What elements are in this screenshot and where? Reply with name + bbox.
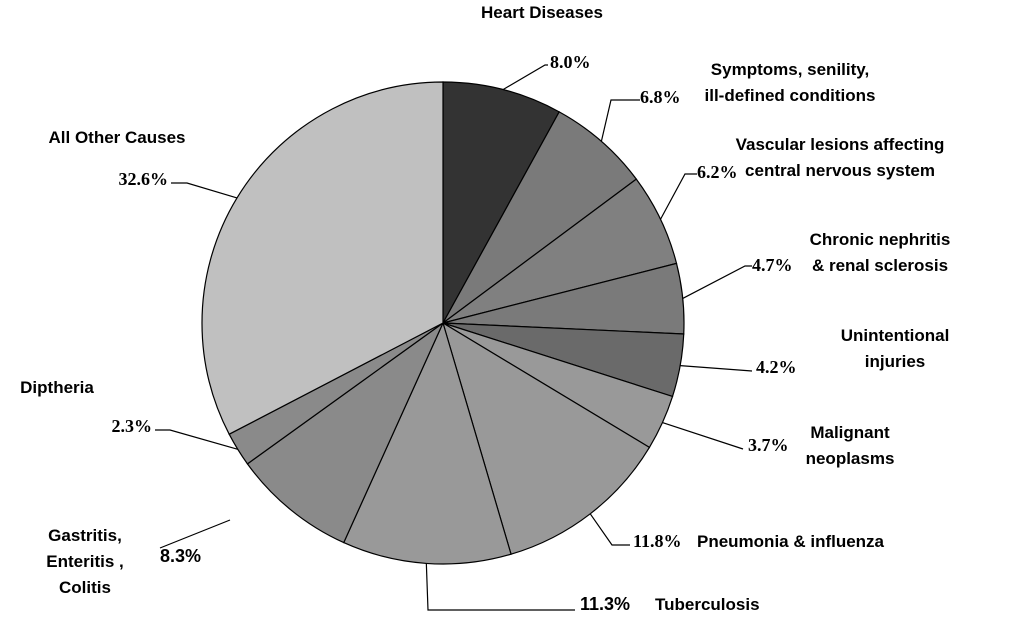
leader-line [155, 429, 238, 450]
value-label: 6.8% [640, 87, 681, 107]
value-label: 32.6% [119, 169, 169, 189]
label-line: Malignant [810, 423, 890, 442]
value-label: 4.7% [752, 255, 793, 275]
label-line: ill-defined conditions [705, 86, 876, 105]
label-line: Heart Diseases [481, 3, 603, 22]
leader-line [425, 563, 575, 611]
label-line: Enteritis , [46, 552, 123, 571]
value-label: 11.8% [633, 531, 682, 551]
leader-line [502, 64, 548, 91]
leader-line [600, 99, 640, 142]
leader-line [159, 519, 231, 549]
category-label: Diptheria [20, 378, 94, 397]
category-label: Gastritis, Enteritis , Colitis [46, 526, 123, 597]
leader-line [682, 265, 752, 299]
leader-line [662, 422, 744, 450]
value-label: 11.3% [580, 594, 630, 614]
label-line: neoplasms [806, 449, 895, 468]
value-label: 8.0% [550, 52, 591, 72]
label-line: Pneumonia & influenza [697, 532, 885, 551]
value-label: 4.2% [756, 357, 797, 377]
category-label: Malignant neoplasms [806, 423, 895, 468]
value-label: 6.2% [697, 162, 738, 182]
category-label: Heart Diseases [481, 3, 603, 22]
pie-slice [442, 81, 561, 324]
label-line: injuries [865, 352, 925, 371]
value-label: 3.7% [748, 435, 789, 455]
label-line: Symptoms, senility, [711, 60, 869, 79]
label-line: & renal sclerosis [812, 256, 948, 275]
value-label: 2.3% [112, 416, 153, 436]
label-line: Gastritis, [48, 526, 122, 545]
value-label: 8.3% [160, 546, 201, 566]
label-line: Diptheria [20, 378, 94, 397]
leader-line [680, 364, 753, 372]
pie-slice [201, 81, 444, 436]
category-label: Pneumonia & influenza [697, 532, 885, 551]
category-label: Vascular lesions affecting central nervou… [736, 135, 945, 180]
label-line: Vascular lesions affecting [736, 135, 945, 154]
pie-slice [246, 321, 445, 544]
category-label: Symptoms, senility, ill-defined condition… [705, 60, 876, 105]
leader-line [589, 513, 630, 546]
label-line: Chronic nephritis [810, 230, 951, 249]
category-label: Tuberculosis [655, 595, 760, 614]
label-line: All Other Causes [49, 128, 186, 147]
leader-line [660, 173, 697, 220]
label-line: central nervous system [745, 161, 935, 180]
label-line: Colitis [59, 578, 111, 597]
category-label: Chronic nephritis & renal sclerosis [810, 230, 951, 275]
leader-line [171, 182, 238, 199]
label-line: Unintentional [841, 326, 950, 345]
category-label: All Other Causes [49, 128, 186, 147]
label-line: Tuberculosis [655, 595, 760, 614]
category-label: Unintentional injuries [841, 326, 950, 371]
